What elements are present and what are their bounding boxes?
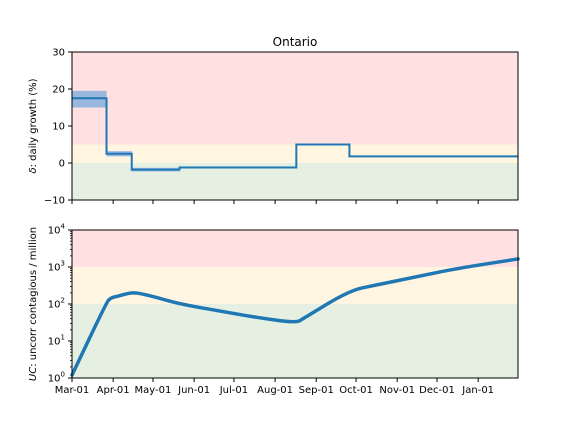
growth-y-tick-label: 20 [52,85,65,96]
growth-bands [72,52,518,200]
contagious-band-0 [72,230,518,267]
contagious-x-tick-label: May-01 [135,385,172,396]
contagious-x-tick-label: Aug-01 [257,385,293,396]
contagious-x-tick-label: Sep-01 [299,385,334,396]
contagious-axes-frame [71,229,519,379]
contagious-x-tick-label: Nov-01 [379,385,415,396]
contagious-line [70,257,520,377]
contagious-y-tick-label: 100 [48,371,65,385]
growth-y-tick-label: 0 [59,159,65,170]
growth-y-label-symbol: δ [28,167,39,173]
growth-y-tick-label: 30 [52,48,65,59]
contagious-band-1 [72,267,518,304]
growth-y-ticks: −10 0 10 20 30 [44,48,479,207]
contagious-x-tick-label: Jan-01 [461,385,494,396]
growth-axes-frame [71,51,519,201]
contagious-bands [72,230,518,378]
contagious-y-label-text: : uncorr contagious / million [28,227,39,367]
growth-y-tick-label: 10 [52,122,65,133]
contagious-x-ticks: Mar-01 Apr-01 May-01 Jun-01 Jul-01 Aug-01 Sep-… [55,378,494,396]
contagious-x-tick-label: Apr-01 [97,385,130,396]
growth-band-0 [72,52,518,145]
contagious-y-ticks: 100 101 102 103 104 [48,223,72,385]
contagious-y-label-symbol: UC [28,367,39,381]
contagious-x-tick-label: Mar-01 [55,385,90,396]
contagious-x-tick-label: Dec-01 [419,385,455,396]
contagious-panel: 100 101 102 103 104 Mar-01 Apr-01 May-01 Jun-01… [28,223,520,396]
contagious-y-tick-label: 103 [48,260,65,274]
growth-y-label-text: : daily growth (%) [28,78,39,167]
contagious-y-tick-label: 104 [48,223,66,237]
growth-step-line [72,97,518,171]
growth-panel: −10 0 10 20 30 Ontario δ: daily growth (%) [28,35,519,207]
contagious-x-tick-label: Jul-01 [219,385,248,396]
growth-y-tick-label: −10 [44,196,65,207]
growth-series [72,90,518,172]
contagious-x-tick-label: Jun-01 [177,385,210,396]
growth-title: Ontario [273,35,318,49]
growth-y-label: δ: daily growth (%) [28,78,39,173]
contagious-y-tick-label: 101 [48,334,65,348]
contagious-series [70,257,520,377]
contagious-y-tick-label: 102 [48,297,65,311]
contagious-y-label: UC: uncorr contagious / million [28,227,39,381]
contagious-x-tick-label: Oct-01 [339,385,373,396]
growth-band-1 [72,144,518,163]
contagious-band-2 [72,304,518,378]
